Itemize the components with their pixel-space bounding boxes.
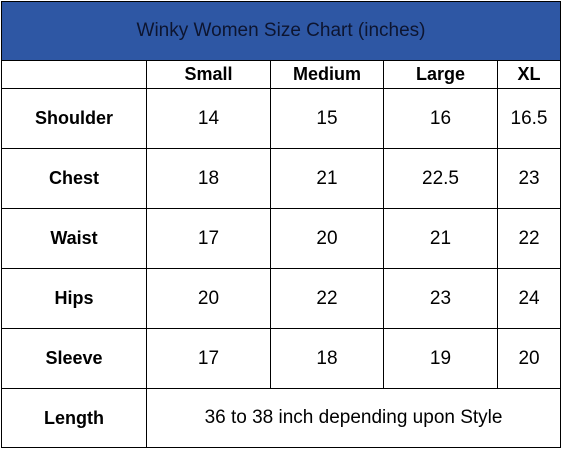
table-cell: 15 — [270, 88, 384, 149]
table-row: Waist 17 20 21 22 — [1, 208, 561, 269]
header-large: Large — [383, 60, 498, 89]
header-row: Small Medium Large XL — [1, 60, 561, 89]
table-row: Shoulder 14 15 16 16.5 — [1, 88, 561, 149]
row-label: Chest — [1, 148, 147, 209]
table-row: Chest 18 21 22.5 23 — [1, 148, 561, 209]
table-cell: 21 — [383, 208, 498, 269]
table-cell: 20 — [270, 208, 384, 269]
table-cell: 22 — [496, 208, 561, 269]
header-medium: Medium — [270, 60, 384, 89]
header-corner — [1, 60, 147, 89]
length-value: 36 to 38 inch depending upon Style — [145, 388, 561, 448]
row-label: Shoulder — [1, 88, 147, 149]
table-cell: 23 — [383, 268, 498, 329]
table-cell: 20 — [146, 268, 271, 329]
length-row: Length 36 to 38 inch depending upon Styl… — [1, 388, 561, 448]
table-row: Sleeve 17 18 19 20 — [1, 328, 561, 389]
header-small: Small — [146, 60, 271, 89]
table-cell: 19 — [383, 328, 498, 389]
chart-title: Winky Women Size Chart (inches) — [0, 1, 561, 61]
length-label: Length — [1, 388, 147, 448]
table-cell: 21 — [270, 148, 384, 209]
table-row: Hips 20 22 23 24 — [1, 268, 561, 329]
table-cell: 17 — [146, 208, 271, 269]
table-cell: 16 — [383, 88, 498, 149]
row-label: Hips — [1, 268, 147, 329]
table-cell: 18 — [146, 148, 271, 209]
table-cell: 22 — [270, 268, 384, 329]
table-cell: 14 — [146, 88, 271, 149]
table-cell: 20 — [496, 328, 561, 389]
table-cell: 16.5 — [496, 88, 561, 149]
table-cell: 17 — [146, 328, 271, 389]
row-label: Waist — [1, 208, 147, 269]
row-label: Sleeve — [1, 328, 147, 389]
table-cell: 23 — [496, 148, 561, 209]
header-xl: XL — [496, 60, 561, 89]
table-cell: 24 — [496, 268, 561, 329]
table-cell: 18 — [270, 328, 384, 389]
title-row: Winky Women Size Chart (inches) — [0, 1, 561, 61]
table-cell: 22.5 — [383, 148, 498, 209]
